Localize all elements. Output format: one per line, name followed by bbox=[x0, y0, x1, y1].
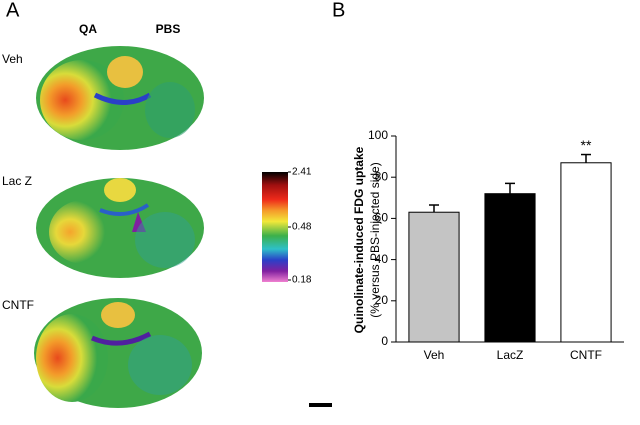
y-tick-label: 0 bbox=[381, 334, 388, 348]
y-axis-label: Quinolinate-induced FDG uptake bbox=[352, 146, 366, 333]
y-tick-label: 60 bbox=[375, 211, 389, 225]
bar bbox=[408, 211, 460, 343]
colorbar bbox=[262, 172, 288, 282]
colorbar-label: 0.48 bbox=[292, 222, 312, 233]
bar bbox=[484, 193, 536, 343]
row-label: Lac Z bbox=[2, 174, 32, 188]
brain-section bbox=[36, 46, 204, 150]
y-tick-label: 20 bbox=[375, 293, 389, 307]
y-tick-label: 80 bbox=[375, 169, 389, 183]
brain-section bbox=[36, 178, 204, 278]
bar bbox=[560, 162, 612, 343]
colorbar-label: 2.41 bbox=[292, 167, 312, 178]
annotation: ** bbox=[581, 137, 592, 153]
y-tick-label: 100 bbox=[368, 128, 388, 142]
panel-label: B bbox=[332, 0, 345, 21]
panel-label: A bbox=[6, 0, 20, 21]
x-tick-label: Veh bbox=[424, 348, 445, 362]
colorbar-label: 0.18 bbox=[292, 275, 312, 286]
x-tick-label: CNTF bbox=[570, 348, 602, 362]
column-label: QA bbox=[79, 22, 97, 36]
brain-section bbox=[34, 298, 202, 408]
row-label: Veh bbox=[2, 52, 23, 66]
column-label: PBS bbox=[156, 22, 181, 36]
y-axis-label: (% versus PBS-injected side) bbox=[368, 162, 382, 317]
x-tick-label: LacZ bbox=[497, 348, 524, 362]
row-label: CNTF bbox=[2, 298, 34, 312]
y-tick-label: 40 bbox=[375, 252, 389, 266]
